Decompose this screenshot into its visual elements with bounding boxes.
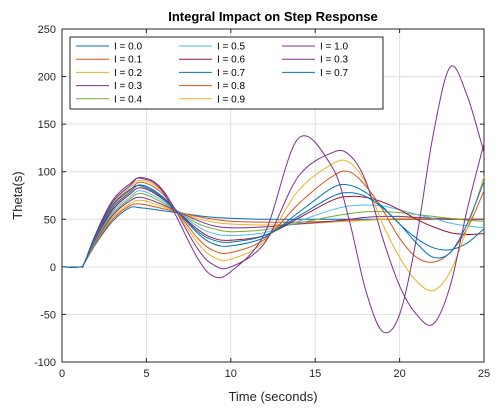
series-lines <box>61 65 485 334</box>
legend-label: I = 0.1 <box>114 55 143 66</box>
series-line-4 <box>61 193 485 268</box>
legend-label: I = 0.7 <box>320 68 349 79</box>
x-tick-label: 0 <box>59 368 65 380</box>
axes-box <box>61 28 485 363</box>
legend-label: I = 1.0 <box>320 42 349 53</box>
y-tick-label: 0 <box>50 262 56 274</box>
x-tick-label: 15 <box>309 368 321 380</box>
y-tick-label: 50 <box>44 214 56 226</box>
x-tick-label: 20 <box>393 368 405 380</box>
y-tick-label: 200 <box>38 72 56 84</box>
series-line-11 <box>61 65 485 334</box>
legend-box <box>69 36 384 110</box>
y-tick-label: 250 <box>38 24 56 36</box>
x-tick-label: 5 <box>143 368 149 380</box>
x-tick-label: 25 <box>478 368 490 380</box>
series-line-3 <box>61 196 484 268</box>
legend-label: I = 0.0 <box>114 42 143 53</box>
series-line-1 <box>61 203 484 268</box>
legend-label: I = 0.5 <box>217 42 246 53</box>
series-line-7 <box>61 183 485 268</box>
x-axis-label: Time (seconds) <box>228 389 317 404</box>
legend-label: I = 0.3 <box>320 55 349 66</box>
legend-label: I = 0.7 <box>217 68 246 79</box>
y-tick-label: -100 <box>34 357 56 369</box>
legend-label: I = 0.8 <box>217 81 246 92</box>
legend-label: I = 0.9 <box>217 94 246 105</box>
y-axis-label: Theta(s) <box>10 171 25 219</box>
legend: I = 0.0 I = 0.1 I = 0.2 I = 0.3 I = 0.4 I = 0… <box>69 36 384 110</box>
legend-label: I = 0.3 <box>114 81 143 92</box>
legend-label: I = 0.6 <box>217 55 246 66</box>
chart-title: Integral Impact on Step Response <box>168 9 378 24</box>
y-tick-label: 100 <box>38 167 56 179</box>
legend-label: I = 0.4 <box>114 94 143 105</box>
series-line-8 <box>61 170 485 268</box>
series-line-2 <box>61 199 485 268</box>
series-line-10 <box>61 143 485 326</box>
legend-label: I = 0.2 <box>114 68 143 79</box>
series-line-12 <box>61 181 485 268</box>
y-tick-label: 150 <box>38 119 56 131</box>
axis-ticks: 0 5 10 15 20 25 -100 -50 0 50 100 150 200 250 <box>34 24 490 380</box>
y-tick-label: -50 <box>40 309 56 321</box>
x-tick-label: 10 <box>225 368 237 380</box>
